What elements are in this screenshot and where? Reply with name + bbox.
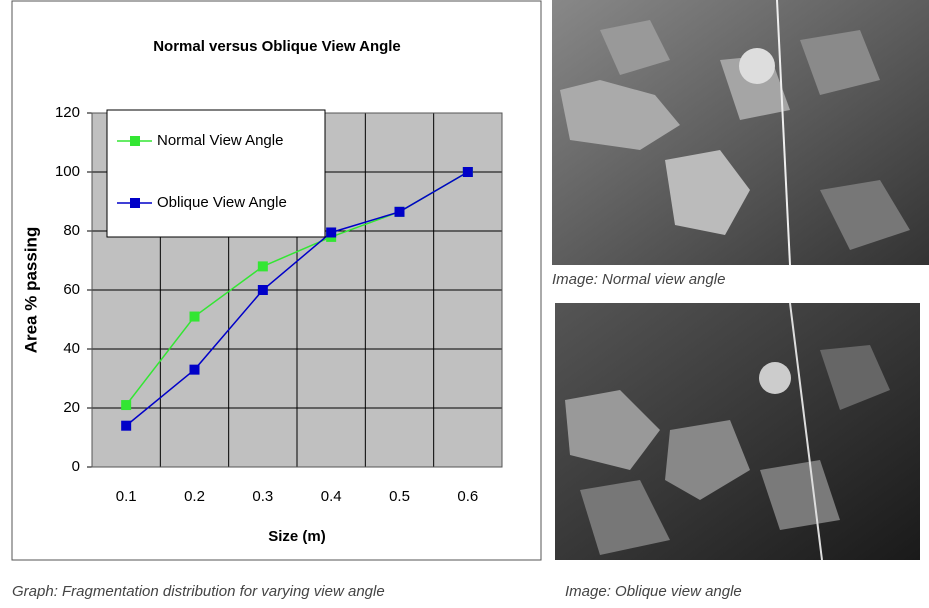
image-caption: Image: Oblique view angle bbox=[565, 583, 742, 600]
marker bbox=[394, 206, 405, 217]
legend-box bbox=[106, 109, 326, 238]
marker bbox=[257, 261, 268, 272]
photo-normal bbox=[552, 0, 929, 266]
marker bbox=[121, 400, 132, 411]
legend-label: Normal View Angle bbox=[157, 132, 283, 149]
y-tick-label: 60 bbox=[63, 281, 80, 298]
legend-label: Oblique View Angle bbox=[157, 194, 287, 211]
marker bbox=[326, 227, 337, 238]
x-tick-label: 0.5 bbox=[389, 488, 410, 505]
marker bbox=[189, 311, 200, 322]
x-tick-label: 0.4 bbox=[321, 488, 342, 505]
image-caption: Image: Normal view angle bbox=[552, 271, 725, 288]
y-tick-label: 20 bbox=[63, 399, 80, 416]
chart-title: Normal versus Oblique View Angle bbox=[153, 38, 401, 55]
x-axis-label: Size (m) bbox=[268, 528, 326, 545]
marker bbox=[121, 420, 132, 431]
y-tick-label: 100 bbox=[55, 163, 80, 180]
marker bbox=[189, 364, 200, 375]
x-tick-label: 0.1 bbox=[116, 488, 137, 505]
marker bbox=[462, 167, 473, 177]
x-tick-label: 0.2 bbox=[184, 488, 205, 505]
x-tick-label: 0.6 bbox=[457, 488, 478, 505]
series-line bbox=[125, 171, 469, 427]
marker bbox=[257, 285, 268, 295]
plot: 0 20 40 60 80 100 120 0.1 0.2 0.3 0.4 0.5 0.6 Normal … bbox=[55, 104, 503, 505]
y-axis-label: Area % passing bbox=[21, 227, 40, 354]
graph-caption: Graph: Fragmentation distribution for va… bbox=[12, 583, 385, 600]
photo-oblique bbox=[555, 302, 920, 561]
x-tick-label: 0.3 bbox=[252, 488, 273, 505]
y-tick-label: 120 bbox=[55, 104, 80, 121]
y-tick-label: 40 bbox=[63, 340, 80, 357]
y-tick-label: 80 bbox=[63, 222, 80, 239]
legend-marker bbox=[130, 136, 140, 146]
y-tick-label: 0 bbox=[72, 458, 80, 475]
legend-marker bbox=[130, 198, 140, 208]
